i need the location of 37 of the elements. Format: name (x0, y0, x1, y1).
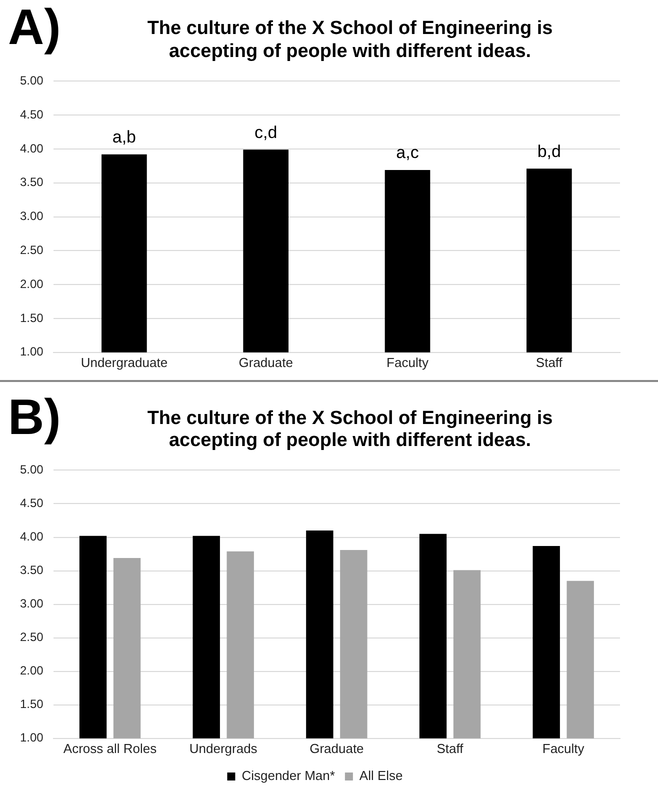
legend-label: Cisgender Man* (242, 768, 335, 784)
text: A) (8, 0, 61, 55)
x-tick-label: Faculty (542, 740, 585, 756)
y-tick-label: 2.50 (20, 630, 44, 644)
y-tick-label: 5.00 (20, 73, 44, 88)
annotation: a,b (112, 127, 136, 146)
y-tick-label: 2.00 (20, 276, 44, 291)
chart-title: The culture of the X School of Engineering is accepting of people with different ideas. (146, 17, 554, 64)
x-tick-label: Staff (536, 354, 563, 370)
y-tick-label: 3.00 (20, 208, 44, 223)
y-tick-label: 1.50 (20, 310, 44, 324)
x-tick-label: Undergraduate (80, 354, 168, 370)
y-tick-label: 5.00 (20, 462, 44, 477)
y-tick-label: 4.50 (20, 496, 44, 510)
y-tick-label: 1.00 (20, 344, 44, 358)
y-tick-label: 4.50 (20, 107, 44, 122)
x-tick-label: Undergrads (189, 740, 258, 756)
legend-label: All Else (359, 768, 403, 784)
y-tick-label: 2.50 (20, 242, 44, 257)
x-tick-label: Graduate (310, 740, 364, 756)
chart-title: The culture of the X School of Engineering is accepting of people with different ideas. (146, 406, 554, 454)
x-tick-label: Staff (436, 740, 464, 756)
y-tick-label: 4.00 (20, 140, 44, 155)
y-tick-label: 1.00 (20, 730, 44, 745)
y-tick-label: 3.50 (20, 174, 44, 189)
annotation: a,c (396, 142, 420, 162)
y-tick-label: 2.00 (20, 664, 44, 678)
x-tick-label: Graduate (238, 354, 293, 370)
y-tick-label: 3.50 (20, 563, 44, 578)
y-tick-label: 1.50 (20, 697, 44, 712)
x-tick-label: Faculty (386, 354, 429, 370)
annotation: c,d (254, 122, 278, 142)
x-tick-label: Across all Roles (63, 740, 158, 756)
annotation: b,d (537, 141, 561, 160)
y-tick-label: 3.00 (20, 596, 44, 611)
text: B) (8, 388, 61, 445)
y-tick-label: 4.00 (20, 530, 44, 544)
